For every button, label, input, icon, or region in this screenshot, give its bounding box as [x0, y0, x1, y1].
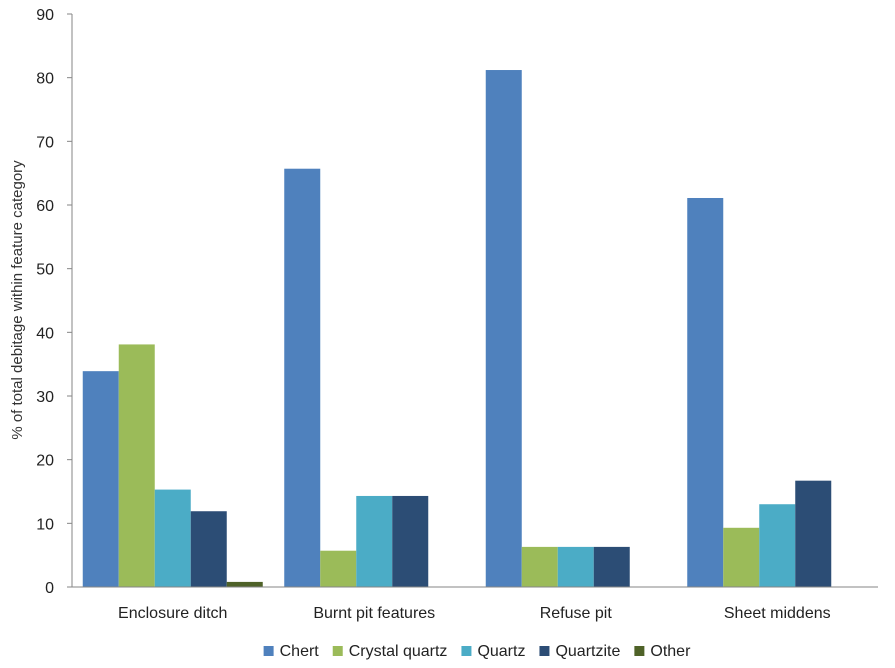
bar-crystal-quartz [320, 550, 357, 587]
x-category-label: Burnt pit features [313, 605, 435, 622]
legend-label: Chert [280, 643, 320, 660]
y-tick-label: 0 [45, 580, 54, 597]
y-tick-label: 30 [36, 389, 54, 406]
legend-label: Quartz [477, 643, 525, 660]
bar-crystal-quartz [521, 546, 558, 587]
legend-label: Other [650, 643, 691, 660]
bar-other [226, 581, 263, 587]
bars [82, 70, 832, 587]
y-tick-label: 50 [36, 262, 54, 279]
legend: Chert Crystal quartz Quartz Quartzite Other [263, 643, 691, 660]
x-category-label: Enclosure ditch [118, 605, 227, 622]
bar-quartzite [190, 511, 227, 587]
legend-label: Quartzite [555, 643, 620, 660]
bar-quartzite [795, 480, 832, 587]
y-axis-label: % of total debitage within feature categ… [9, 160, 26, 440]
legend-swatch [332, 646, 343, 656]
legend-label: Crystal quartz [349, 643, 448, 660]
legend-swatch [461, 646, 472, 656]
bar-crystal-quartz [118, 344, 155, 587]
legend-swatch [539, 646, 550, 656]
y-tick-label: 90 [36, 7, 54, 24]
bar-chert [485, 70, 522, 587]
bar-quartz [557, 546, 594, 587]
bar-quartz [356, 495, 393, 587]
bar-quartzite [392, 495, 429, 587]
bar-crystal-quartz [723, 527, 760, 587]
x-category-label: Refuse pit [540, 605, 613, 622]
legend-swatch [263, 646, 274, 656]
legend-item: Chert [263, 643, 320, 660]
bar-quartzite [593, 546, 630, 587]
bar-chert [687, 197, 724, 587]
legend-item: Quartz [461, 643, 525, 660]
legend-swatch [634, 646, 645, 656]
y-tick-label: 60 [36, 198, 54, 215]
y-tick-label: 80 [36, 71, 54, 88]
y-tick-label: 10 [36, 516, 54, 533]
legend-item: Other [634, 643, 691, 660]
bar-quartz [154, 489, 191, 587]
legend-item: Crystal quartz [332, 643, 448, 660]
x-category-label: Sheet middens [724, 605, 831, 622]
legend-item: Quartzite [539, 643, 620, 660]
y-tick-label: 40 [36, 325, 54, 342]
bar-chert [82, 371, 119, 587]
bar-chert [284, 168, 321, 587]
y-tick-label: 20 [36, 453, 54, 470]
bar-quartz [759, 504, 796, 587]
x-axis: Enclosure ditch Burnt pit features Refuse … [72, 586, 878, 622]
y-axis: 0 10 20 30 40 50 60 70 80 90 [36, 7, 73, 597]
y-tick-label: 70 [36, 134, 54, 151]
